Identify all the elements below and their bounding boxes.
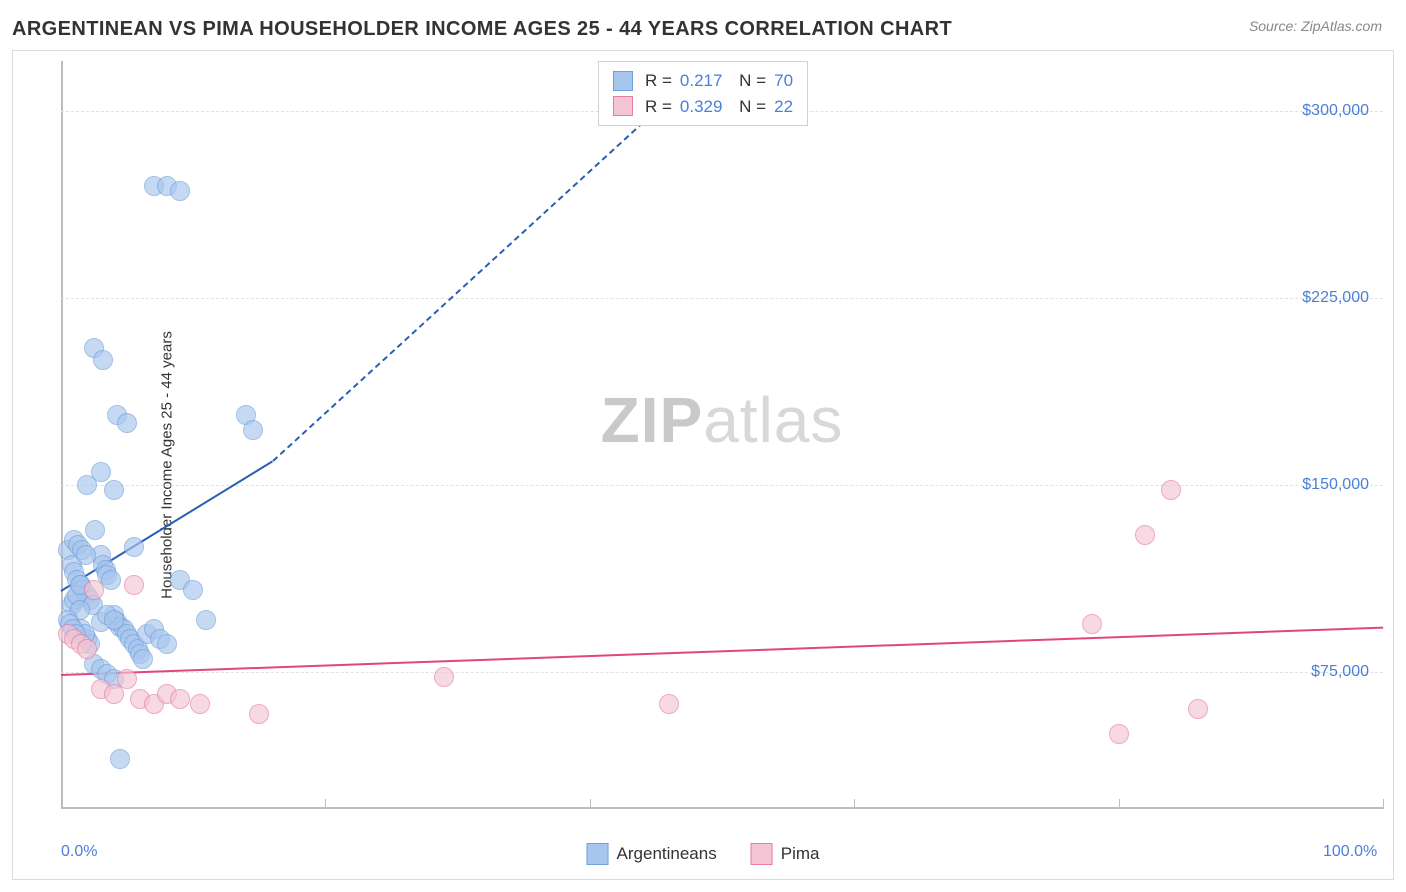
- stats-box: R = 0.217 N = 70 R = 0.329 N = 22: [598, 61, 808, 126]
- scatter-point: [101, 570, 121, 590]
- stats-swatch-argentineans: [613, 71, 633, 91]
- y-tick-label: $225,000: [1302, 289, 1369, 307]
- stats-row-pima: R = 0.329 N = 22: [613, 94, 793, 120]
- plot-area: ZIPatlas $75,000 $150,000 $225,000 $300,000: [61, 61, 1383, 809]
- stats-n-value-pima: 22: [774, 94, 793, 120]
- scatter-point: [183, 580, 203, 600]
- watermark-zip: ZIP: [601, 384, 704, 456]
- stats-r-value-argentineans: 0.217: [680, 68, 723, 94]
- scatter-point: [133, 649, 153, 669]
- stats-n-label: N =: [734, 94, 766, 120]
- scatter-point: [85, 520, 105, 540]
- scatter-point: [104, 610, 124, 630]
- chart-container: Householder Income Ages 25 - 44 years ZI…: [12, 50, 1394, 880]
- scatter-point: [91, 462, 111, 482]
- scatter-point: [117, 669, 137, 689]
- scatter-point: [76, 545, 96, 565]
- stats-swatch-pima: [613, 96, 633, 116]
- scatter-point: [1161, 480, 1181, 500]
- y-tick-label: $75,000: [1311, 663, 1369, 681]
- chart-header: ARGENTINEAN VS PIMA HOUSEHOLDER INCOME A…: [0, 0, 1406, 49]
- scatter-point: [1109, 724, 1129, 744]
- x-tick: [1383, 799, 1384, 809]
- legend: Argentineans Pima: [587, 843, 820, 865]
- y-tick-label: $300,000: [1302, 102, 1369, 120]
- x-tick: [1119, 799, 1120, 809]
- scatter-point: [170, 181, 190, 201]
- grid-line: [61, 298, 1383, 299]
- scatter-point: [124, 537, 144, 557]
- source-attribution: Source: ZipAtlas.com: [1249, 18, 1382, 34]
- x-tick-label: 0.0%: [61, 843, 97, 861]
- scatter-point: [77, 639, 97, 659]
- scatter-point: [93, 350, 113, 370]
- legend-item-pima: Pima: [751, 843, 820, 865]
- legend-swatch-argentineans: [587, 843, 609, 865]
- watermark-atlas: atlas: [703, 384, 843, 456]
- scatter-point: [104, 480, 124, 500]
- legend-label-argentineans: Argentineans: [617, 844, 717, 864]
- scatter-point: [170, 689, 190, 709]
- scatter-point: [1135, 525, 1155, 545]
- scatter-point: [1082, 614, 1102, 634]
- y-tick-label: $150,000: [1302, 476, 1369, 494]
- scatter-point: [110, 749, 130, 769]
- stats-r-label: R =: [645, 94, 672, 120]
- scatter-point: [84, 580, 104, 600]
- trend-line: [61, 627, 1383, 676]
- x-tick: [325, 799, 326, 809]
- scatter-point: [243, 420, 263, 440]
- chart-title: ARGENTINEAN VS PIMA HOUSEHOLDER INCOME A…: [12, 18, 952, 41]
- stats-n-label: N =: [734, 68, 766, 94]
- x-tick-label: 100.0%: [1323, 843, 1377, 861]
- scatter-point: [659, 694, 679, 714]
- scatter-point: [157, 634, 177, 654]
- legend-swatch-pima: [751, 843, 773, 865]
- scatter-point: [117, 413, 137, 433]
- legend-label-pima: Pima: [781, 844, 820, 864]
- stats-r-label: R =: [645, 68, 672, 94]
- legend-item-argentineans: Argentineans: [587, 843, 717, 865]
- stats-n-value-argentineans: 70: [774, 68, 793, 94]
- stats-row-argentineans: R = 0.217 N = 70: [613, 68, 793, 94]
- grid-line: [61, 672, 1383, 673]
- scatter-point: [249, 704, 269, 724]
- x-tick: [590, 799, 591, 809]
- grid-line: [61, 485, 1383, 486]
- scatter-point: [434, 667, 454, 687]
- watermark: ZIPatlas: [601, 383, 844, 457]
- scatter-point: [190, 694, 210, 714]
- scatter-point: [124, 575, 144, 595]
- x-tick: [61, 799, 62, 809]
- x-tick: [854, 799, 855, 809]
- scatter-point: [1188, 699, 1208, 719]
- stats-r-value-pima: 0.329: [680, 94, 723, 120]
- scatter-point: [196, 610, 216, 630]
